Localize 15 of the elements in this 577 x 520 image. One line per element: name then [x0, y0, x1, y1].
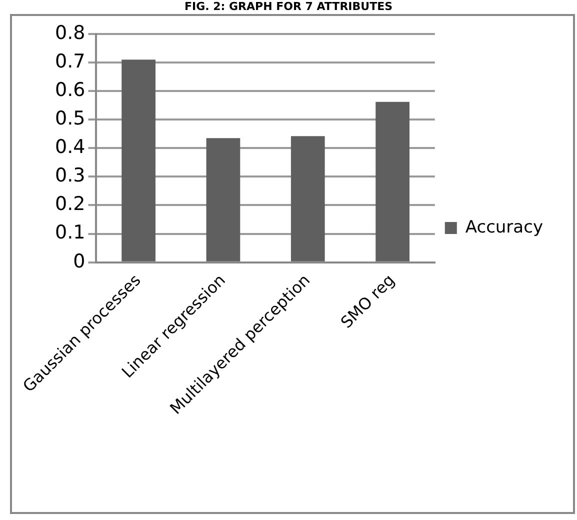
y-tick-label: 0.4 [55, 136, 86, 158]
y-tick-label: 0.8 [55, 22, 86, 44]
y-tick-label: 0.3 [55, 164, 86, 187]
bar [122, 60, 156, 262]
bar [206, 138, 240, 262]
y-tick-label: 0.5 [55, 108, 86, 130]
y-tick-label: 0 [73, 250, 86, 272]
bar [290, 136, 325, 262]
y-tick-label: 0.2 [55, 193, 86, 216]
chart-title: FIG. 2: GRAPH FOR 7 ATTRIBUTES [183, 0, 394, 13]
y-tick-label: 0.6 [55, 79, 86, 102]
legend-label: Accuracy [465, 217, 544, 238]
y-tick-label: 0.1 [55, 222, 86, 244]
y-tick-label: 0.7 [55, 50, 86, 72]
bar [376, 102, 410, 262]
